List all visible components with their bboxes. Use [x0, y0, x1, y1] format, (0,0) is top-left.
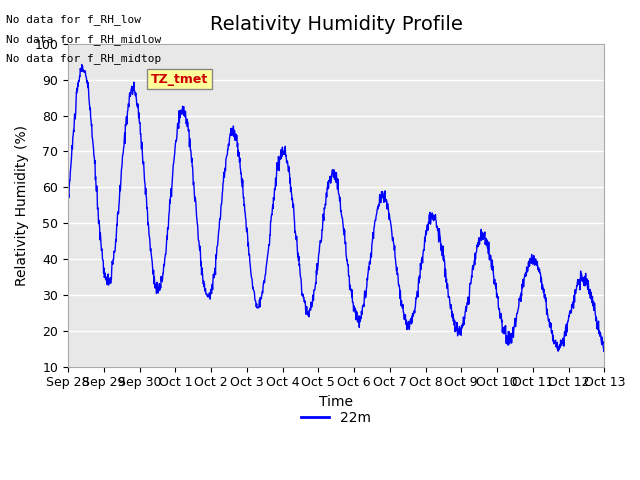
22m [600, 348, 608, 354]
X-axis label: Time: Time [319, 395, 353, 409]
22m [128, 84, 136, 89]
Text: No data for f_RH_midtop: No data for f_RH_midtop [6, 53, 162, 64]
22m [600, 347, 608, 352]
Y-axis label: Relativity Humidity (%): Relativity Humidity (%) [15, 125, 29, 286]
Text: No data for f_RH_low: No data for f_RH_low [6, 14, 141, 25]
Line: 22m: 22m [68, 64, 604, 351]
Title: Relativity Humidity Profile: Relativity Humidity Profile [210, 15, 463, 34]
22m [303, 309, 311, 315]
22m [313, 272, 321, 277]
22m [78, 61, 86, 67]
22m [106, 276, 114, 282]
Text: TZ_tmet: TZ_tmet [151, 72, 209, 85]
Text: No data for f_RH_midlow: No data for f_RH_midlow [6, 34, 162, 45]
Legend: 22m: 22m [296, 406, 377, 431]
22m [370, 235, 378, 241]
22m [292, 236, 300, 242]
22m [64, 193, 72, 199]
